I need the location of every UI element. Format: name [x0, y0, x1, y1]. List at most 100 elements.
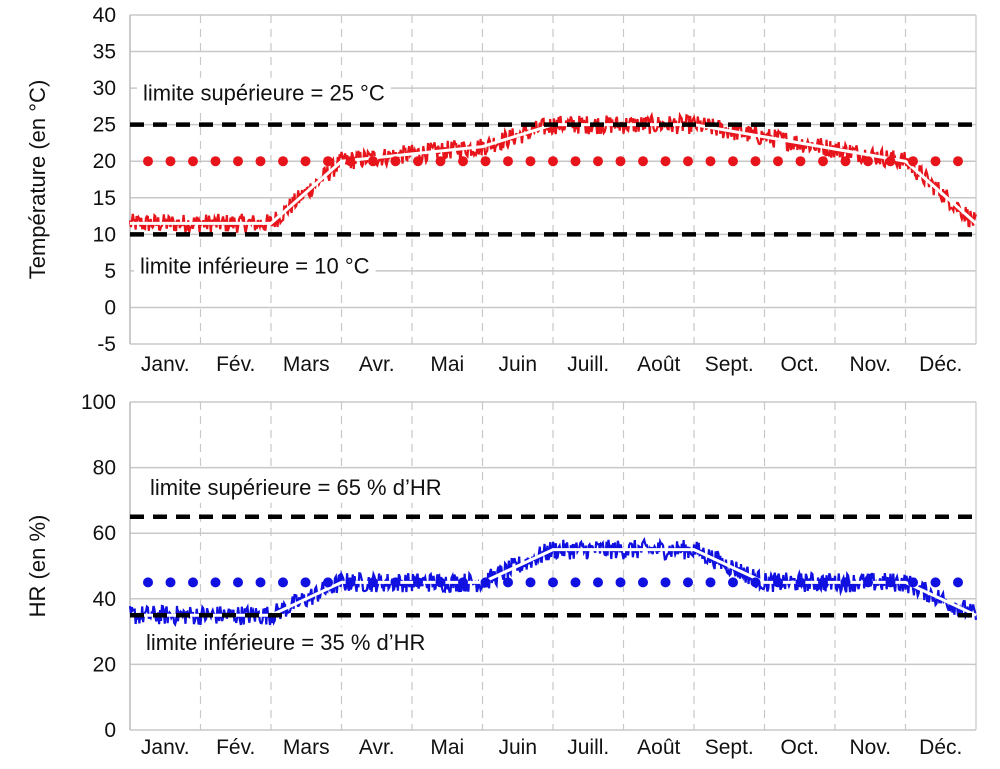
series-target-dot [728, 156, 738, 167]
series-target-dot [593, 577, 603, 588]
x-tick-label: Fév. [216, 353, 255, 376]
y-tick-label: 15 [93, 187, 116, 210]
series-target-dot [885, 577, 896, 588]
series-target-dot [255, 156, 266, 167]
series-target-dot [413, 156, 423, 167]
x-tick-label: Nov. [849, 353, 891, 376]
series-target-dot [503, 156, 513, 167]
y-tick-label: 60 [93, 522, 116, 545]
series-target-dot [728, 577, 738, 588]
y-tick-label: 30 [93, 77, 116, 100]
series-target-dot [863, 577, 873, 588]
series-target-dot [818, 156, 828, 167]
series-target-dot [435, 156, 446, 167]
x-tick-label: Déc. [919, 736, 962, 759]
series-target-dot [323, 156, 333, 167]
series-target-dot [840, 577, 851, 588]
reference-label-bg [140, 627, 432, 659]
reference-label: limite inférieure = 10 °C [140, 253, 370, 278]
reference-label-bg [144, 471, 448, 503]
reference-label-bg [137, 77, 391, 109]
x-tick-label: Avr. [359, 736, 395, 759]
y-tick-label: 0 [104, 296, 116, 319]
x-tick-label: Juill. [567, 353, 609, 376]
series-target-dot [840, 156, 851, 167]
x-tick-label: Janv. [141, 736, 190, 759]
series-target-dot [165, 577, 176, 588]
x-tick-label: Juill. [567, 736, 609, 759]
x-tick-label: Mars [283, 736, 330, 759]
series-target-dot [818, 577, 828, 588]
series-target-dot [300, 156, 311, 167]
series-target-dot [683, 156, 693, 167]
series-target-dot [615, 156, 626, 167]
series-target-dot [368, 577, 378, 588]
series-target-dot [278, 156, 288, 167]
series-noisy-band [128, 111, 978, 233]
series-target-dot [480, 156, 491, 167]
y-tick-label: 80 [93, 457, 116, 480]
x-tick-label: Sept. [705, 736, 754, 759]
series-target-dot [345, 156, 356, 167]
series-target-dot [210, 577, 221, 588]
reference-label: limite inférieure = 35 % d’HR [146, 630, 425, 655]
y-tick-label: 100 [81, 391, 116, 414]
series-target-dot [188, 577, 198, 588]
series-target-dot [458, 156, 468, 167]
y-tick-label: 25 [93, 114, 116, 137]
reference-label: limite supérieure = 65 % d’HR [150, 475, 442, 500]
y-tick-label: 40 [93, 4, 116, 27]
reference-label: limite supérieure = 25 °C [143, 81, 385, 106]
series-target-dot [570, 577, 581, 588]
x-tick-label: Fév. [216, 736, 255, 759]
series-target-dot [750, 577, 761, 588]
series-target-dot [638, 156, 648, 167]
series-target-dot [683, 577, 693, 588]
series-target-dot [413, 577, 423, 588]
series-target-dot [705, 577, 716, 588]
series-target-dot [885, 156, 896, 167]
x-tick-label: Oct. [780, 736, 819, 759]
x-tick-label: Sept. [705, 353, 754, 376]
y-tick-label: 20 [93, 653, 116, 676]
series-target-dot [233, 156, 243, 167]
y-tick-label: 0 [104, 719, 116, 742]
y-tick-label: 40 [93, 588, 116, 611]
x-tick-label: Mai [430, 736, 464, 759]
series-target-dot [660, 577, 671, 588]
series-target-dot [525, 577, 536, 588]
series-target-dot [480, 577, 491, 588]
x-tick-label: Août [637, 353, 680, 376]
series-target-dot [548, 156, 558, 167]
series-target-dot [210, 156, 221, 167]
series-target-dot [593, 156, 603, 167]
x-tick-label: Janv. [141, 353, 190, 376]
x-tick-label: Avr. [359, 353, 395, 376]
series-target-dot [953, 577, 963, 588]
series-target-dot [795, 577, 806, 588]
y-axis-label: HR (en %) [25, 515, 50, 618]
series-target-dot [503, 577, 513, 588]
y-tick-label: 10 [93, 223, 116, 246]
series-target-dot [188, 156, 198, 167]
y-axis-label: Température (en °C) [25, 80, 50, 280]
y-tick-label: 5 [104, 260, 116, 283]
series-target-dot [908, 577, 918, 588]
x-tick-label: Juin [498, 353, 537, 376]
series-target-dot [638, 577, 648, 588]
series-target-dot [278, 577, 288, 588]
series-target-dot [570, 156, 581, 167]
series-target-dot [255, 577, 266, 588]
series-target-dot [458, 577, 468, 588]
series-mean-line [130, 123, 977, 225]
series-target-dot [660, 156, 671, 167]
series-mean-line [130, 548, 977, 617]
x-tick-label: Déc. [919, 353, 962, 376]
series-target-dot [705, 156, 716, 167]
x-tick-label: Juin [498, 736, 537, 759]
series-target-dot [930, 577, 941, 588]
x-tick-label: Mai [430, 353, 464, 376]
series-target-dot [368, 156, 378, 167]
